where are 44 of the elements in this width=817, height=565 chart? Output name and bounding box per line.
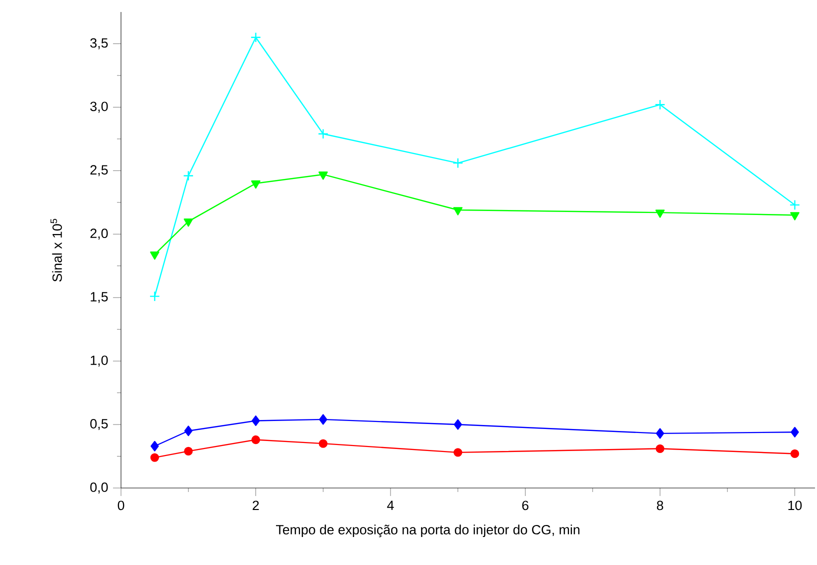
point xyxy=(654,99,666,110)
point xyxy=(250,32,262,43)
point xyxy=(318,439,328,448)
x-tick-label: 4 xyxy=(387,500,394,510)
point xyxy=(790,449,800,458)
point xyxy=(656,428,664,439)
y-tick-label: 3,0 xyxy=(90,102,108,113)
y-tick-label: 1,0 xyxy=(90,356,108,367)
x-tick-label: 8 xyxy=(656,500,664,510)
point xyxy=(150,453,160,462)
point xyxy=(790,200,800,210)
point xyxy=(150,440,159,452)
point xyxy=(149,291,160,302)
y-tick-label: 0,5 xyxy=(90,419,108,430)
point xyxy=(251,180,260,189)
point xyxy=(655,210,665,218)
y-tick-label: 0,0 xyxy=(90,482,108,494)
y-axis-title: Sinal x 10$^{5}$ xyxy=(50,218,62,282)
point xyxy=(183,170,194,182)
point xyxy=(252,415,260,426)
point xyxy=(319,414,328,425)
point xyxy=(454,419,462,430)
y-tick-label: 2,5 xyxy=(90,165,108,176)
point xyxy=(184,446,193,456)
x-tick-label: 2 xyxy=(252,500,259,510)
point xyxy=(318,172,328,180)
x-tick-label: 10 xyxy=(788,500,802,510)
point xyxy=(452,158,464,168)
point xyxy=(184,218,194,227)
point xyxy=(251,435,260,444)
point xyxy=(790,426,799,438)
x-axis-title: Tempo de exposição na porta do injetor do CG, min xyxy=(276,524,580,538)
point xyxy=(656,444,664,453)
point xyxy=(454,448,462,457)
point xyxy=(453,207,463,216)
point xyxy=(184,426,192,436)
x-tick-label: 0 xyxy=(118,500,124,510)
point xyxy=(790,212,800,220)
point xyxy=(150,252,160,260)
y-tick-label: 3,5 xyxy=(90,38,108,50)
x-tick-label: 6 xyxy=(522,500,528,510)
y-tick-label: 2,0 xyxy=(90,228,108,240)
y-tick-label: 1,5 xyxy=(90,292,108,304)
point xyxy=(318,128,328,140)
